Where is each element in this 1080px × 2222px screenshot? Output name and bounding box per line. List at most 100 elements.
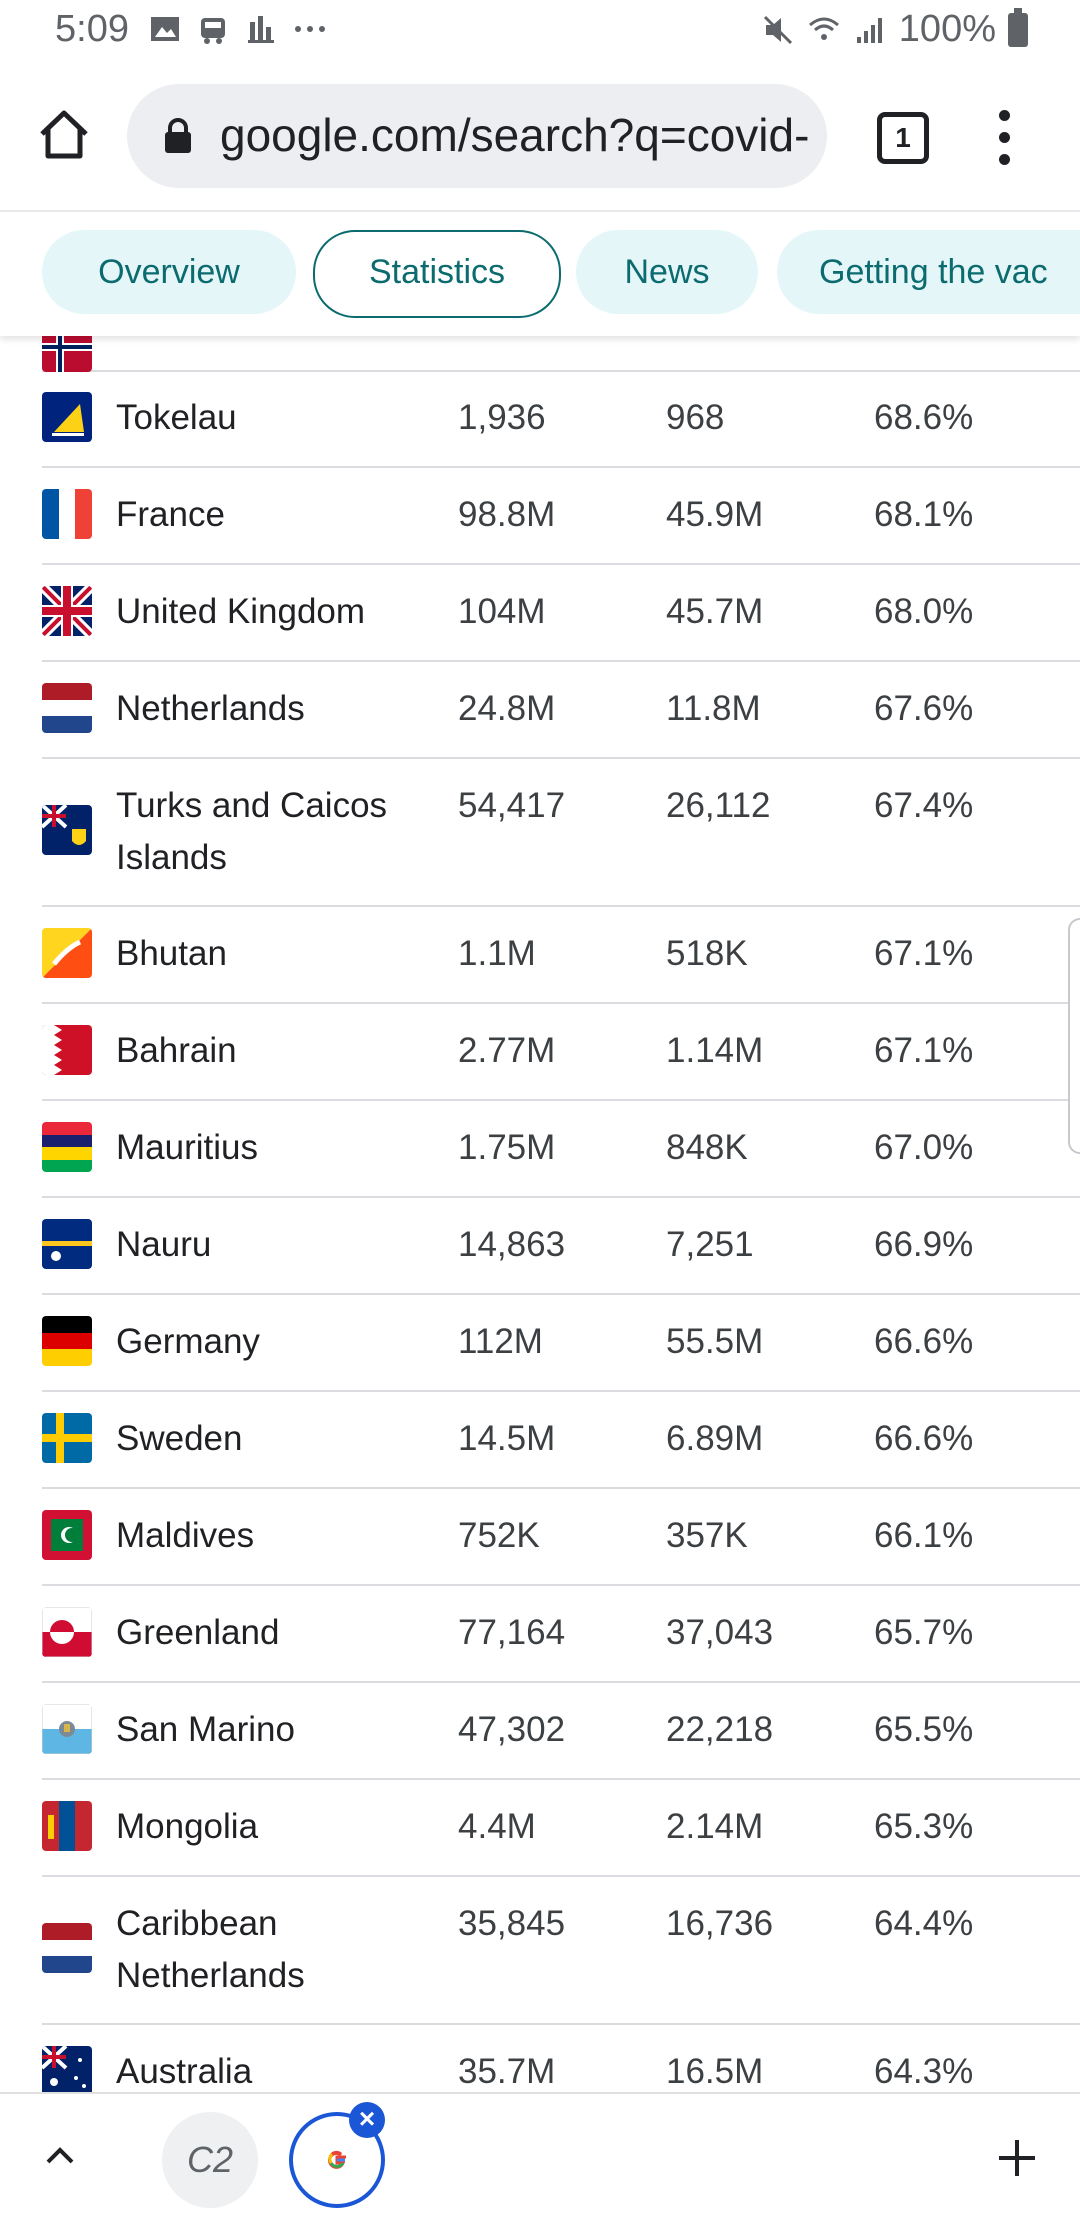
- cell-value-1: 14.5M: [458, 1419, 556, 1458]
- flag-greenland-icon: [42, 1607, 92, 1657]
- table-row[interactable]: Mauritius 1.75M 848K 67.0%: [42, 1100, 1080, 1198]
- chip-news[interactable]: News: [576, 230, 758, 314]
- table-row[interactable]: Caribbean Netherlands 35,845 16,736 64.4…: [42, 1876, 1080, 2025]
- tab-switcher-button[interactable]: 1: [877, 112, 929, 164]
- topic-chips: Overview Statistics News Getting the vac: [0, 212, 1080, 336]
- table-row[interactable]: France 98.8M 45.9M 68.1%: [42, 467, 1080, 565]
- country-name: Mauritius: [116, 1128, 258, 1167]
- flag-bhutan-icon: [42, 928, 92, 978]
- flag-san-marino-icon: [42, 1704, 92, 1754]
- country-name: Sweden: [116, 1419, 243, 1458]
- table-row[interactable]: Australia 35.7M 16.5M 64.3%: [42, 2024, 1080, 2092]
- cell-value-1: 77,164: [458, 1613, 566, 1652]
- country-name: Greenland: [116, 1613, 280, 1652]
- cell-value-3: 67.0%: [874, 1128, 974, 1167]
- cell-value-2: 55.5M: [666, 1322, 764, 1361]
- cell-value-2: 848K: [666, 1128, 748, 1167]
- country-name: Turks and Caicos Islands: [116, 786, 388, 877]
- cell-value-3: 66.6%: [874, 1419, 974, 1458]
- table-row[interactable]: Bahrain 2.77M 1.14M 67.1%: [42, 1003, 1080, 1101]
- gallery-icon: [148, 12, 182, 46]
- table-row[interactable]: Netherlands 24.8M 11.8M 67.6%: [42, 661, 1080, 759]
- cell-value-1: 112M: [458, 1322, 543, 1361]
- chevron-up-icon[interactable]: [44, 2140, 76, 2172]
- cell-value-3: 65.3%: [874, 1807, 974, 1846]
- cell-value-3: 67.6%: [874, 689, 974, 728]
- flag-australia-icon: [42, 2046, 92, 2092]
- bottom-toolbar: C2 ×: [0, 2092, 1080, 2222]
- scrollbar-handle[interactable]: [1068, 918, 1080, 1154]
- table-row[interactable]: Maldives 752K 357K 66.1%: [42, 1488, 1080, 1586]
- country-name: Maldives: [116, 1516, 255, 1555]
- country-name: San Marino: [116, 1710, 295, 1749]
- table-row[interactable]: United Kingdom 104M 45.7M 68.0%: [42, 564, 1080, 662]
- cell-value-1: 752K: [458, 1516, 540, 1555]
- cell-value-2: 22,218: [666, 1710, 774, 1749]
- cell-value-2: 518K: [666, 934, 748, 973]
- table-row[interactable]: Nauru 14,863 7,251 66.9%: [42, 1197, 1080, 1295]
- cell-value-3: 66.9%: [874, 1225, 974, 1264]
- country-name: Germany: [116, 1322, 260, 1361]
- flag-germany-icon: [42, 1316, 92, 1366]
- cell-value-3: 64.4%: [874, 1904, 974, 1943]
- cell-value-3: 67.4%: [874, 786, 974, 825]
- table-row[interactable]: Mongolia 4.4M 2.14M 65.3%: [42, 1779, 1080, 1877]
- cell-value-2: 26,112: [666, 786, 771, 825]
- cell-value-2: 2.14M: [666, 1807, 764, 1846]
- cell-value-3: 66.6%: [874, 1322, 974, 1361]
- cell-value-1: 35.7M: [458, 2052, 556, 2091]
- country-name: Mongolia: [116, 1807, 259, 1846]
- chip-getting-vaccine[interactable]: Getting the vac: [777, 230, 1080, 314]
- cell-value-3: 65.5%: [874, 1710, 974, 1749]
- chip-overview[interactable]: Overview: [42, 230, 296, 314]
- flag-tokelau-icon: [42, 392, 92, 442]
- cell-value-1: 24.8M: [458, 689, 556, 728]
- signal-icon: [853, 13, 887, 47]
- battery-percent: 100%: [898, 8, 996, 50]
- lock-icon: [163, 118, 193, 154]
- table-row[interactable]: Sweden 14.5M 6.89M 66.6%: [42, 1391, 1080, 1489]
- cell-value-2: 968: [666, 398, 725, 437]
- cell-value-2: 11.8M: [666, 689, 761, 728]
- cell-value-3: 68.0%: [874, 592, 974, 631]
- table-row[interactable]: Bhutan 1.1M 518K 67.1%: [42, 906, 1080, 1004]
- cell-value-1: 1.1M: [458, 934, 536, 973]
- country-name: Netherlands: [116, 689, 305, 728]
- cell-value-3: 64.3%: [874, 2052, 974, 2091]
- more-options-icon[interactable]: [990, 110, 1018, 170]
- flag-netherlands-icon: [42, 683, 92, 733]
- flag-caribbean-netherlands-icon: [42, 1923, 92, 1973]
- browser-toolbar: google.com/search?q=covid- 1: [0, 62, 1080, 212]
- cell-value-3: 67.1%: [874, 934, 974, 973]
- chip-statistics[interactable]: Statistics: [313, 230, 561, 318]
- cell-value-2: 7,251: [666, 1225, 754, 1264]
- url-text[interactable]: google.com/search?q=covid-: [220, 109, 810, 161]
- table-row[interactable]: Greenland 77,164 37,043 65.7%: [42, 1585, 1080, 1683]
- table-row[interactable]: Turks and Caicos Islands 54,417 26,112 6…: [42, 758, 1080, 907]
- plus-icon[interactable]: [997, 2138, 1037, 2178]
- flag-mauritius-icon: [42, 1122, 92, 1172]
- cell-value-2: 357K: [666, 1516, 748, 1555]
- cell-value-1: 1,936: [458, 398, 546, 437]
- close-icon[interactable]: ×: [349, 2102, 385, 2138]
- country-name: Bahrain: [116, 1031, 237, 1070]
- table-row[interactable]: Germany 112M 55.5M 66.6%: [42, 1294, 1080, 1392]
- cell-value-1: 14,863: [458, 1225, 566, 1264]
- cell-value-1: 98.8M: [458, 495, 556, 534]
- address-bar[interactable]: google.com/search?q=covid-: [127, 84, 827, 188]
- battery-icon: [1008, 7, 1028, 47]
- country-name: France: [116, 495, 225, 534]
- mute-icon: [761, 13, 795, 47]
- flag-france-icon: [42, 489, 92, 539]
- table-row[interactable]: Tokelau 1,936 968 68.6%: [42, 370, 1080, 468]
- home-icon[interactable]: [36, 106, 92, 162]
- country-name: Nauru: [116, 1225, 212, 1264]
- country-name: Caribbean Netherlands: [116, 1904, 305, 1995]
- cell-value-1: 2.77M: [458, 1031, 556, 1070]
- cell-value-2: 16,736: [666, 1904, 774, 1943]
- system-status: 100%: [761, 7, 1028, 51]
- wifi-icon: [807, 13, 841, 47]
- table-row[interactable]: San Marino 47,302 22,218 65.5%: [42, 1682, 1080, 1780]
- cell-value-2: 45.9M: [666, 495, 764, 534]
- tab-thumbnail[interactable]: C2: [162, 2112, 258, 2208]
